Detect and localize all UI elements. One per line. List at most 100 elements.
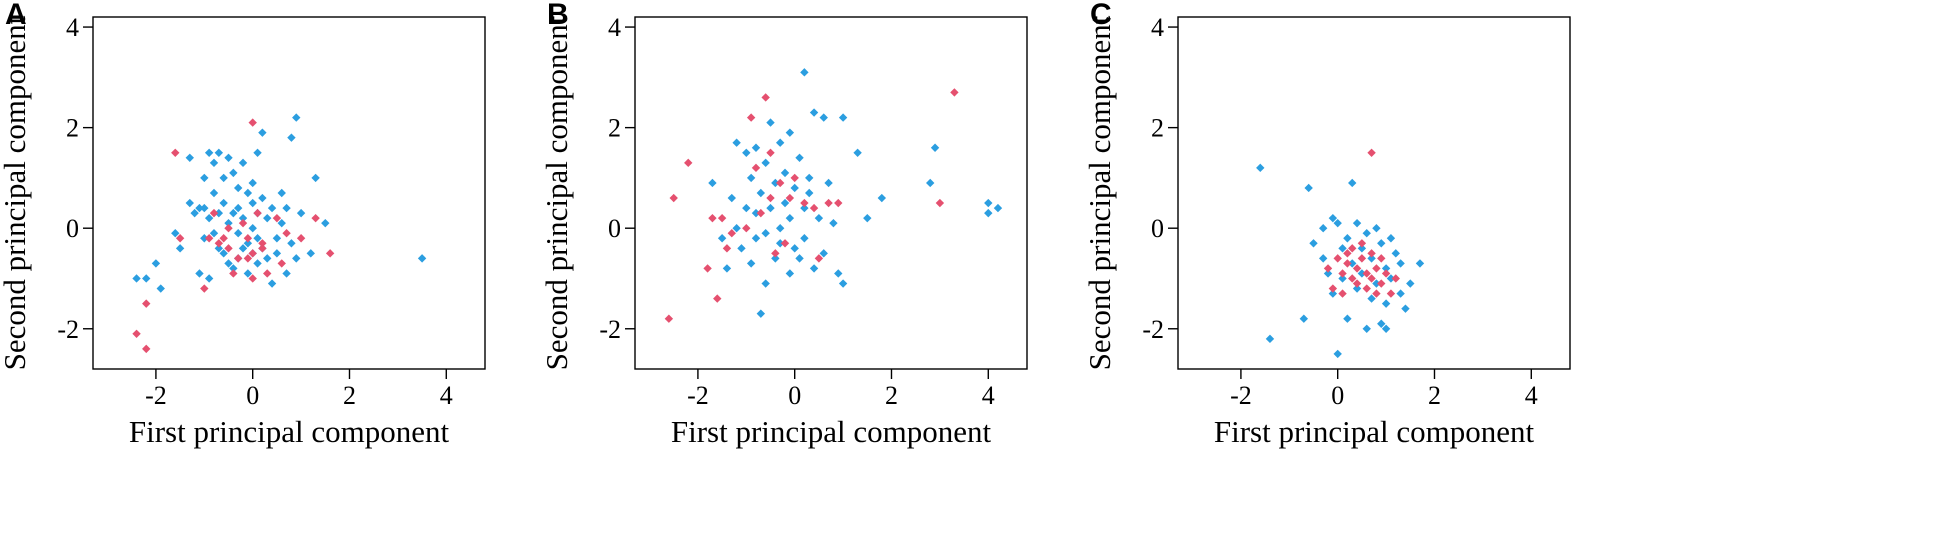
data-point — [1377, 279, 1386, 288]
data-point — [243, 254, 253, 263]
data-point — [727, 229, 736, 238]
data-point — [1367, 148, 1376, 157]
x-tick-label: -2 — [1230, 381, 1252, 410]
y-tick-label: -2 — [57, 315, 79, 344]
data-point — [248, 224, 257, 233]
data-point — [684, 158, 693, 168]
data-point — [214, 239, 224, 248]
data-point — [248, 274, 257, 283]
data-point — [219, 234, 228, 243]
data-point — [819, 249, 828, 258]
data-point — [1343, 259, 1352, 268]
data-point — [142, 274, 151, 283]
data-point — [790, 244, 799, 253]
data-point — [253, 208, 262, 218]
data-point — [1309, 239, 1318, 248]
data-point — [253, 259, 262, 268]
data-point — [1348, 178, 1357, 188]
data-point — [746, 173, 756, 183]
data-point — [1367, 274, 1376, 283]
data-point — [224, 153, 233, 162]
data-point — [209, 208, 219, 218]
data-point — [224, 224, 233, 233]
data-point — [1338, 289, 1347, 298]
data-point — [756, 309, 766, 318]
data-point — [1372, 289, 1381, 298]
data-point — [814, 213, 824, 223]
data-point — [1391, 249, 1400, 258]
data-point — [296, 208, 306, 218]
data-point — [766, 193, 775, 203]
data-point — [800, 198, 809, 208]
data-point — [200, 284, 209, 293]
data-point — [1357, 254, 1367, 263]
data-point — [1333, 349, 1342, 359]
data-point — [751, 143, 761, 152]
data-point — [1377, 239, 1386, 248]
panel-label: A — [5, 0, 27, 31]
y-tick-label: 4 — [66, 13, 79, 42]
data-point — [1348, 274, 1357, 283]
data-point — [1401, 304, 1410, 313]
data-point — [1386, 274, 1396, 283]
data-point — [243, 234, 253, 243]
data-point — [263, 254, 272, 263]
data-point — [272, 234, 282, 243]
data-point — [751, 163, 761, 173]
data-point — [1377, 319, 1386, 328]
data-point — [737, 244, 746, 253]
y-axis-title: Second principal component — [539, 15, 574, 370]
data-point — [1377, 254, 1386, 263]
data-point — [790, 173, 799, 183]
data-point — [243, 269, 253, 278]
series-2 — [132, 118, 335, 354]
data-point — [156, 284, 165, 293]
data-point — [775, 138, 785, 147]
y-axis-title: Second principal component — [0, 15, 32, 370]
data-point — [800, 203, 809, 213]
data-point — [775, 224, 785, 233]
data-point — [761, 229, 770, 238]
data-point — [204, 148, 214, 157]
data-point — [1372, 279, 1381, 288]
data-point — [214, 148, 224, 157]
data-point — [248, 249, 257, 258]
data-point — [272, 249, 282, 258]
data-point — [185, 198, 194, 208]
data-point — [761, 93, 770, 102]
data-point — [1381, 299, 1391, 308]
y-tick-label: -2 — [599, 315, 621, 344]
data-point — [311, 173, 320, 183]
data-point — [785, 269, 795, 278]
data-point — [717, 234, 727, 243]
data-point — [732, 138, 741, 147]
data-point — [219, 249, 228, 258]
data-point — [1256, 163, 1265, 173]
data-point — [795, 254, 804, 263]
data-point — [151, 259, 161, 268]
data-point — [824, 198, 833, 208]
data-point — [233, 229, 243, 238]
data-point — [1328, 289, 1338, 298]
data-point — [1343, 314, 1352, 323]
y-tick-label: 0 — [608, 214, 621, 243]
data-point — [1333, 254, 1342, 263]
data-point — [1323, 264, 1333, 273]
data-point — [296, 234, 306, 243]
data-point — [204, 234, 214, 243]
data-point — [824, 178, 833, 188]
data-point — [1328, 284, 1338, 293]
data-point — [805, 188, 814, 198]
data-point — [1381, 324, 1391, 333]
data-point — [1367, 294, 1376, 303]
data-point — [253, 148, 262, 157]
x-tick-label: 4 — [982, 381, 995, 410]
data-point — [1328, 213, 1338, 223]
data-point — [277, 188, 286, 198]
data-point — [809, 264, 819, 273]
data-point — [819, 113, 828, 122]
data-point — [664, 314, 674, 323]
plot-frame — [92, 16, 486, 370]
data-point — [214, 244, 224, 253]
